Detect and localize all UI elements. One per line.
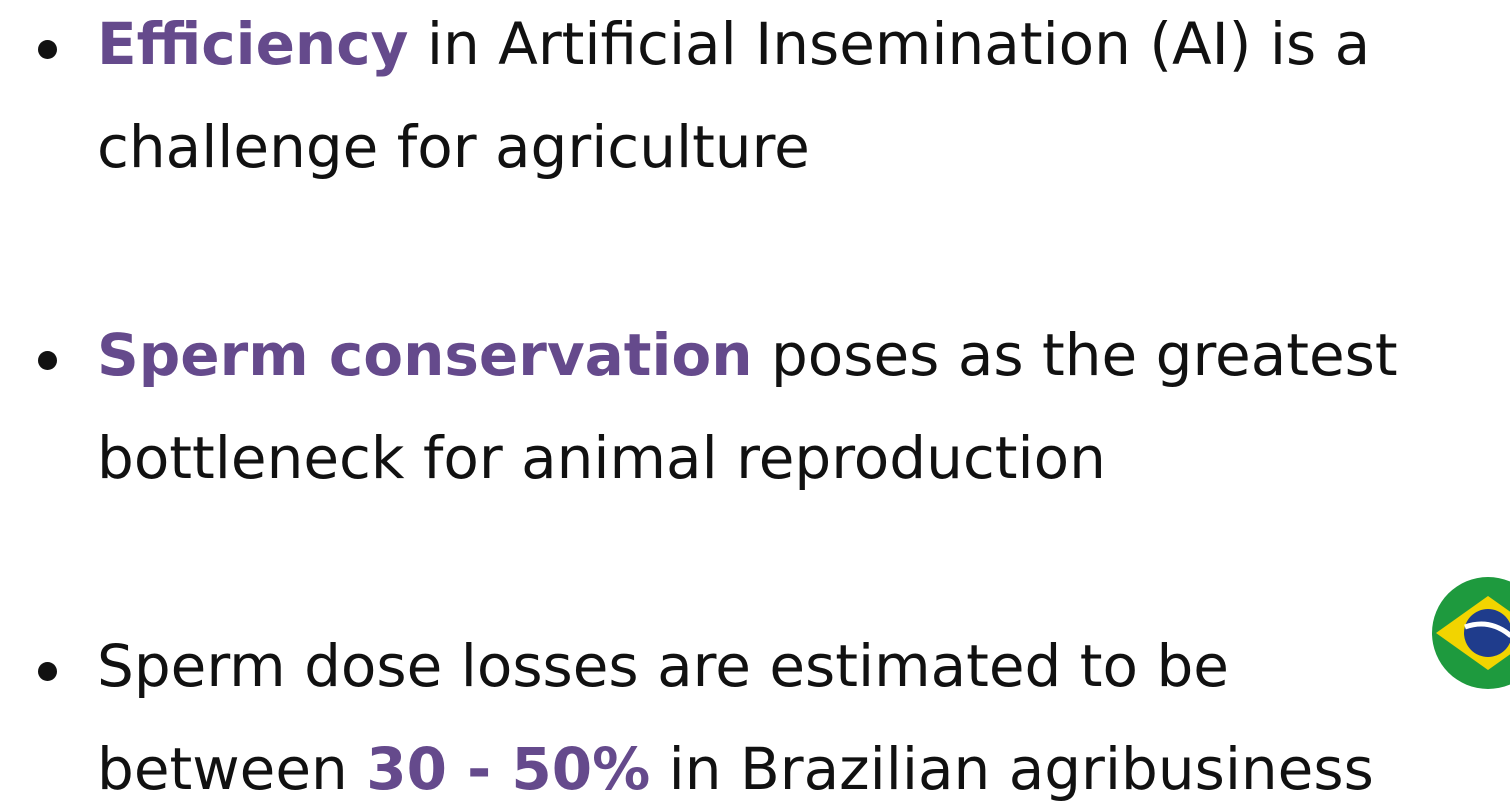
text: between xyxy=(97,735,367,803)
text-line: Sperm dose losses are estimated to be xyxy=(97,637,1229,695)
highlight-text: Efficiency xyxy=(97,10,409,78)
bullet-dot xyxy=(38,351,57,370)
highlight-text: 30 - 50% xyxy=(366,735,651,803)
text: Sperm dose losses are estimated to be xyxy=(97,632,1229,700)
text: in Artificial Insemination (AI) is a xyxy=(408,10,1371,78)
text-line: between 30 - 50% in Brazilian agribusine… xyxy=(97,740,1374,798)
text-line: Efficiency in Artificial Insemination (A… xyxy=(97,15,1370,73)
text-line: Sperm conservation poses as the greatest xyxy=(97,326,1398,384)
bullet-dot xyxy=(38,662,57,681)
text-line: challenge for agriculture xyxy=(97,118,810,176)
brazil-flag xyxy=(1432,577,1510,689)
text: bottleneck for animal reproduction xyxy=(97,424,1106,492)
highlight-text: Sperm conservation xyxy=(97,321,753,389)
bullet-dot xyxy=(38,40,57,59)
text: poses as the greatest xyxy=(752,321,1398,389)
text-line: bottleneck for animal reproduction xyxy=(97,429,1106,487)
text: in Brazilian agribusiness xyxy=(650,735,1374,803)
text: challenge for agriculture xyxy=(97,113,810,181)
